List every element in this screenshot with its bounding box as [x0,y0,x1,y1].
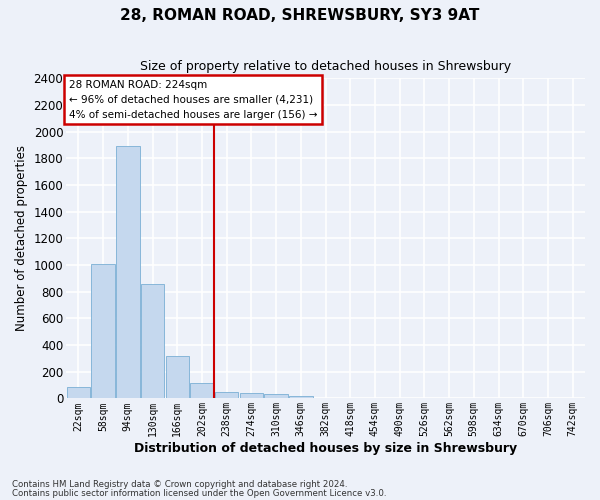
Text: Contains HM Land Registry data © Crown copyright and database right 2024.: Contains HM Land Registry data © Crown c… [12,480,347,489]
Bar [239,393,263,398]
Bar [215,392,238,398]
Text: 28 ROMAN ROAD: 224sqm
← 96% of detached houses are smaller (4,231)
4% of semi-de: 28 ROMAN ROAD: 224sqm ← 96% of detached … [68,80,317,120]
Bar [289,396,313,398]
Y-axis label: Number of detached properties: Number of detached properties [15,146,28,332]
Bar [91,264,115,398]
Bar [141,284,164,399]
Bar [166,356,189,399]
Title: Size of property relative to detached houses in Shrewsbury: Size of property relative to detached ho… [140,60,511,73]
Bar [67,387,90,398]
X-axis label: Distribution of detached houses by size in Shrewsbury: Distribution of detached houses by size … [134,442,517,455]
Text: Contains public sector information licensed under the Open Government Licence v3: Contains public sector information licen… [12,490,386,498]
Text: 28, ROMAN ROAD, SHREWSBURY, SY3 9AT: 28, ROMAN ROAD, SHREWSBURY, SY3 9AT [121,8,479,22]
Bar [116,146,140,398]
Bar [265,394,288,398]
Bar [190,383,214,398]
